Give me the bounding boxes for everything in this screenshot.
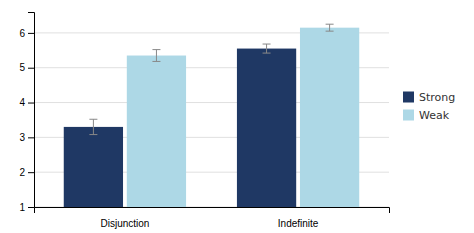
y-tick-label: 3 — [19, 132, 25, 143]
x-tick-label: Disjunction — [100, 218, 149, 229]
y-axis-line — [28, 13, 35, 208]
error-bar-line — [263, 44, 271, 53]
y-tick-mark — [28, 33, 34, 34]
y-tick-mark — [28, 68, 34, 69]
y-tick-label: 5 — [19, 62, 25, 73]
error-bar-line — [89, 119, 97, 134]
y-tick-mark — [28, 137, 34, 138]
y-tick-mark — [28, 172, 34, 173]
y-tick: 2 — [19, 167, 34, 178]
error-bar-line — [326, 24, 334, 31]
legend: Strong Weak — [403, 91, 455, 122]
y-tick: 6 — [19, 28, 34, 39]
x-tick: Disjunction — [100, 218, 149, 229]
bar — [64, 127, 123, 207]
error-bar — [152, 50, 160, 62]
y-tick-label: 1 — [19, 202, 25, 213]
marks — [64, 24, 359, 207]
y-tick-mark — [28, 207, 34, 208]
y-tick: 1 — [19, 202, 34, 213]
series — [127, 24, 359, 207]
x-axis-line — [35, 208, 390, 214]
y-tick-label: 6 — [19, 28, 25, 39]
y-axis: 1 2 3 4 5 6 — [19, 13, 34, 213]
y-tick-label: 4 — [19, 97, 25, 108]
y-tick-mark — [28, 103, 34, 104]
legend-swatch — [403, 92, 414, 103]
chart: 1 2 3 4 5 6 Disjunction Indefinite Strong Weak — [0, 0, 474, 233]
series — [64, 44, 296, 207]
y-tick-label: 2 — [19, 167, 25, 178]
legend-item: Weak — [403, 109, 450, 122]
error-bar — [326, 24, 334, 31]
bar — [127, 56, 186, 207]
legend-swatch — [403, 110, 414, 121]
x-tick-label: Indefinite — [278, 218, 319, 229]
bar — [237, 49, 296, 207]
error-bar — [89, 119, 97, 134]
plot: 1 2 3 4 5 6 Disjunction Indefinite — [19, 13, 389, 230]
legend-label: Strong — [419, 91, 455, 104]
y-tick: 5 — [19, 62, 34, 73]
legend-label: Weak — [419, 109, 450, 122]
bar — [300, 28, 359, 207]
legend-item: Strong — [403, 91, 455, 104]
error-bar — [263, 44, 271, 53]
y-tick: 3 — [19, 132, 34, 143]
error-bar-line — [152, 50, 160, 62]
x-axis: Disjunction Indefinite — [35, 208, 390, 230]
x-tick: Indefinite — [278, 218, 319, 229]
y-tick: 4 — [19, 97, 34, 108]
